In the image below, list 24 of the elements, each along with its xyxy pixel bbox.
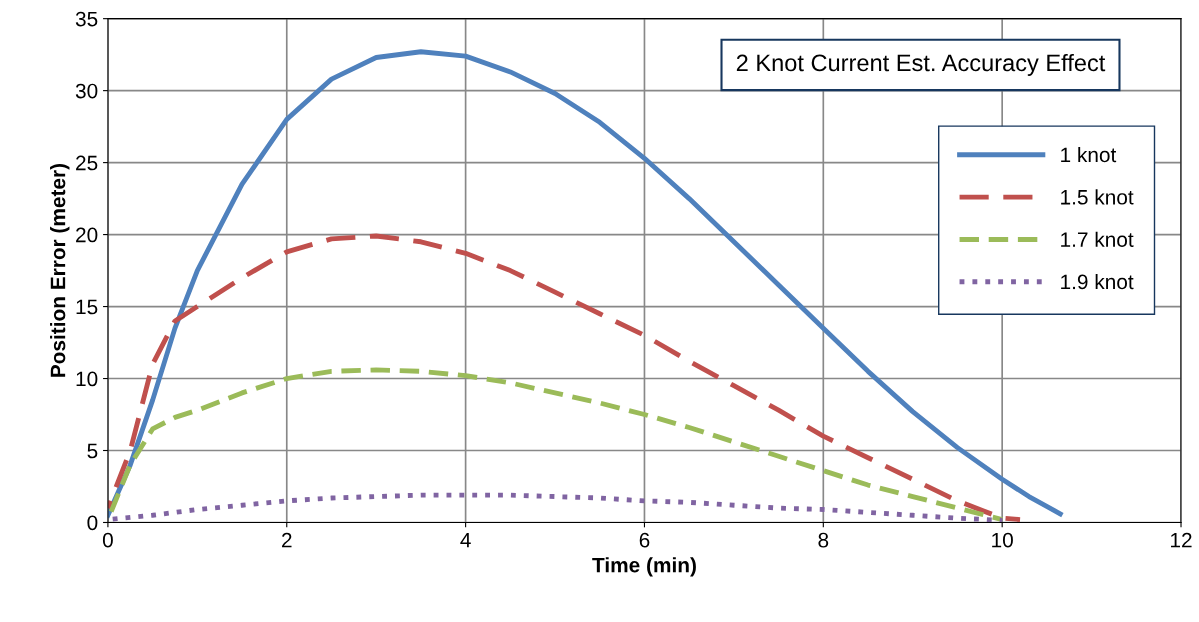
x-tick-label: 0 — [102, 532, 113, 548]
text: 2 Knot Current Est. Accuracy Effect — [736, 53, 1106, 76]
legend-label: 1 knot — [1061, 146, 1117, 163]
y-tick-label: 5 — [87, 443, 98, 459]
y-tick-label: 0 — [87, 515, 98, 531]
legend-label: 1.7 knot — [1061, 231, 1134, 247]
line-series — [107, 367, 1005, 523]
x-axis-title: Time (min) — [592, 557, 696, 577]
x-tick-label: 12 — [1171, 532, 1192, 548]
x-tick-label: 2 — [282, 532, 292, 548]
y-tick-label: 10 — [76, 371, 98, 387]
legend-label: 1.5 knot — [1061, 189, 1134, 205]
y-axis-title: Position Error (meter) — [50, 163, 70, 377]
x-tick-label: 6 — [639, 532, 650, 548]
y-tick-label: 15 — [76, 299, 98, 315]
y-tick-label: 35 — [75, 11, 98, 27]
x-tick-label: 8 — [818, 532, 829, 548]
line-series — [107, 233, 1023, 523]
legend-label: 1.9 knot — [1061, 273, 1134, 290]
y-tick-label: 25 — [76, 155, 98, 171]
y-tick-label: 20 — [76, 227, 98, 243]
x-tick-label: 10 — [992, 532, 1013, 548]
y-tick-label: 30 — [75, 83, 98, 99]
x-tick-label: 4 — [460, 532, 471, 548]
